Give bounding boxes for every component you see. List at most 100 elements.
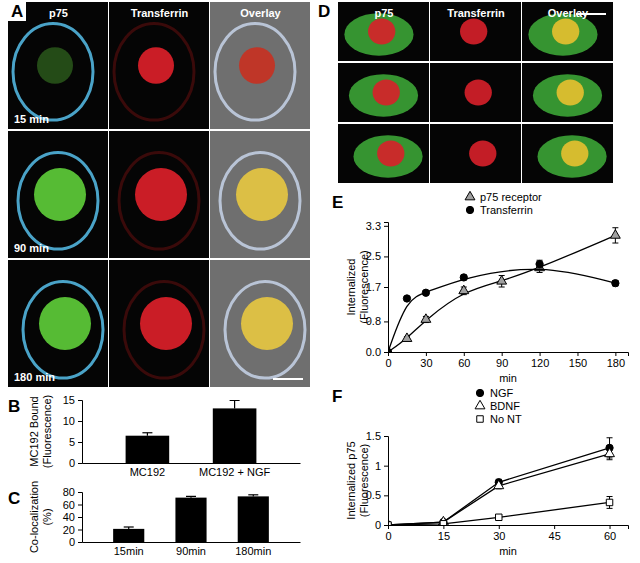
plot-marks: [388, 228, 620, 352]
signal: [528, 13, 597, 55]
legend-marker: [475, 400, 485, 409]
legend-marker: [477, 416, 483, 422]
tick-label: 15: [63, 394, 75, 406]
axis-line: [78, 401, 83, 464]
cell-outline: [215, 24, 295, 121]
series-line: [388, 235, 615, 352]
image-cell: [338, 2, 429, 61]
axis-title: min: [499, 372, 517, 384]
scale-bar: [273, 378, 303, 380]
tick: 1: [375, 460, 388, 472]
signal: [140, 297, 192, 350]
tick: 5: [69, 436, 82, 448]
bar: [175, 498, 206, 542]
signal: [241, 297, 293, 350]
signal: [373, 80, 400, 106]
signal: [533, 74, 602, 116]
series-line: [388, 502, 610, 525]
error-bar: [186, 496, 196, 497]
column-header: Transferrin: [447, 7, 505, 19]
bar: [126, 436, 170, 463]
tick-mark: [384, 436, 388, 437]
tick-label: 10: [63, 415, 75, 427]
cell-outline: [18, 153, 98, 250]
tick: MC192 + NGF: [199, 463, 270, 478]
tick: 180: [607, 352, 625, 369]
tick: 90min: [176, 542, 206, 557]
signal: [368, 19, 395, 45]
image-cell: [210, 260, 310, 387]
tick-label: 1.5: [366, 430, 381, 442]
legend-item: p75 receptor: [465, 191, 542, 203]
y-axis: 051015: [63, 394, 83, 469]
signal: [239, 47, 275, 84]
cell-outline: [124, 282, 204, 379]
tick-label: 1: [375, 460, 381, 472]
panel-letter: E: [332, 193, 343, 212]
axis-title: MC192 Bound: [28, 396, 40, 466]
panel-letter-box: [8, 2, 26, 21]
image-cell: [8, 131, 108, 258]
marker: [610, 230, 620, 239]
x-axis: MC192 MC192 + NGF: [83, 463, 301, 478]
cell-outline: [13, 24, 93, 121]
tick: 40: [63, 511, 82, 523]
tick: 15: [63, 394, 82, 406]
image-cell: [210, 131, 310, 258]
legend-label: p75 receptor: [480, 191, 542, 203]
tick: 10: [63, 415, 82, 427]
axis-line: [389, 353, 629, 357]
tick-mark: [443, 525, 444, 529]
scale-bar: [576, 13, 606, 15]
column-header: p75: [49, 7, 68, 19]
signal: [537, 135, 606, 177]
error-cap: [124, 526, 134, 527]
legend: p75 receptorTransferrin: [465, 191, 542, 216]
cell-outline: [225, 282, 305, 379]
tick-mark: [577, 352, 578, 356]
signal: [377, 141, 404, 167]
bar: [113, 529, 144, 542]
signal: [39, 297, 91, 350]
tick-mark: [384, 256, 388, 257]
error-bar: [612, 281, 618, 286]
axis-title: Internalized p75: [345, 441, 357, 519]
error-cap: [607, 437, 613, 438]
legend-item: Transferrin: [466, 204, 532, 216]
error-line: [234, 400, 235, 408]
image-cell: [522, 2, 613, 61]
column-header: Overlay: [240, 7, 281, 19]
legend-item: BDNF: [475, 400, 520, 412]
legend-label: Transferrin: [480, 204, 533, 216]
series-line: [388, 454, 610, 525]
figure: p75TransferrinOverlay15 min90 min180 min…: [0, 0, 640, 563]
tick-label: 30: [420, 357, 432, 369]
tick: MC192: [130, 463, 165, 478]
signal: [557, 80, 584, 106]
error-cap: [612, 243, 618, 244]
tick-mark: [615, 352, 616, 356]
marker: [496, 514, 502, 520]
axis-line: [384, 223, 389, 353]
tick-mark: [78, 505, 82, 506]
axis-line: [384, 437, 389, 526]
tick-label: 0: [385, 530, 391, 542]
legend-marker: [465, 191, 475, 200]
marker: [421, 314, 431, 323]
tick: 0: [385, 525, 391, 542]
tick-label: 60: [604, 530, 616, 542]
tick: 30: [493, 525, 505, 542]
legend-marker: [466, 206, 473, 213]
tick-mark: [464, 352, 465, 356]
series-line: [388, 448, 610, 525]
tick-mark: [78, 442, 82, 443]
tick-label: 0: [375, 519, 381, 531]
tick-mark: [78, 542, 82, 543]
marker: [606, 499, 612, 505]
tick-label: 3.3: [366, 220, 381, 232]
axis-title: (Fluorescence): [358, 250, 370, 323]
y-axis: 020406080: [63, 486, 83, 548]
error-cap: [607, 508, 613, 509]
column-header: Transferrin: [131, 7, 189, 19]
tick: 20: [63, 524, 82, 536]
